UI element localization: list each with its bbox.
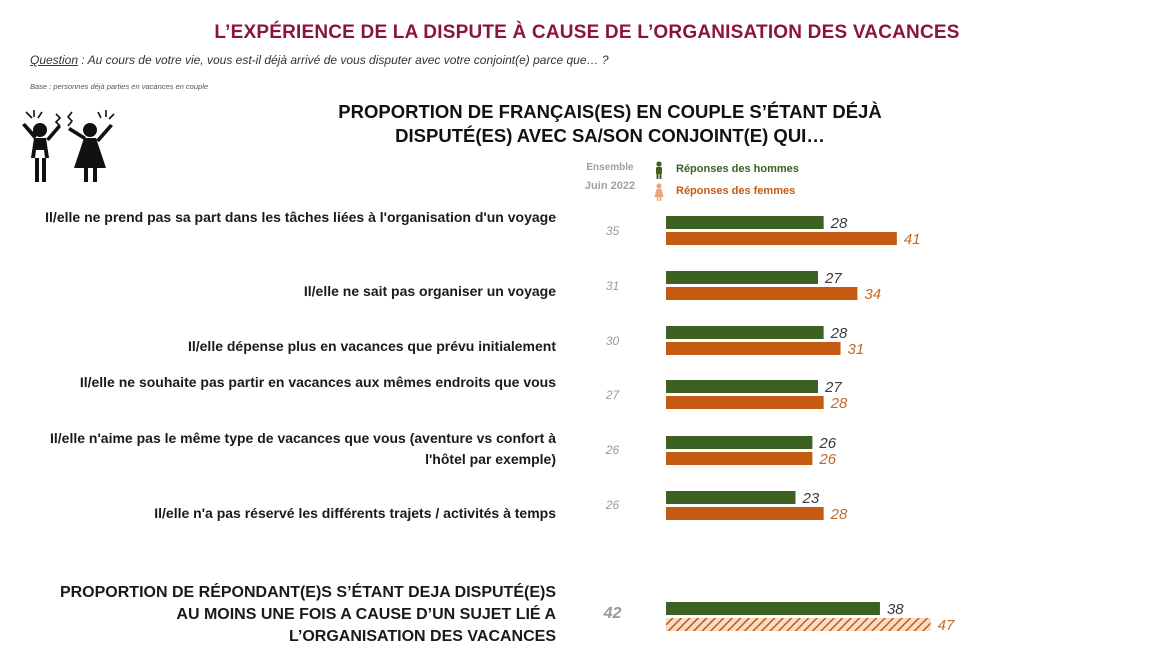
- bar-label-hommes: 27: [824, 379, 842, 396]
- summary-bar-femmes: [666, 618, 931, 631]
- summary-ensemble-value: 42: [603, 605, 622, 622]
- bar-femmes: [666, 452, 813, 465]
- bar-label-femmes: 34: [864, 286, 881, 303]
- category-label: Il/elle ne souhaite pas partir en vacanc…: [79, 374, 556, 390]
- bar-hommes: [666, 216, 824, 229]
- category-label: Il/elle n'a pas réservé les différents t…: [154, 505, 556, 521]
- summary-bar-hommes: [666, 602, 880, 615]
- bar-femmes: [666, 507, 824, 520]
- bar-label-femmes: 41: [904, 231, 921, 248]
- ensemble-date: Juin 2022: [584, 180, 636, 192]
- bar-label-hommes: 28: [830, 325, 848, 342]
- bar-label-femmes: 28: [830, 395, 848, 412]
- bar-hommes: [666, 380, 819, 393]
- ensemble-value: 31: [605, 279, 620, 293]
- bar-femmes: [666, 396, 824, 409]
- question-text: Question : Au cours de votre vie, vous e…: [30, 53, 609, 67]
- chart-title-line-2: DISPUTÉ(ES) AVEC SA/SON CONJOINT(E) QUI…: [395, 125, 825, 146]
- legend-femmes-label: Réponses des femmes: [676, 185, 796, 197]
- bar-label-hommes: 26: [818, 435, 836, 452]
- legend-hommes-label: Réponses des hommes: [676, 163, 799, 175]
- summary-bar-label-hommes: 38: [887, 601, 904, 618]
- ensemble-value: 35: [605, 224, 620, 238]
- chart-title-line-1: PROPORTION DE FRANÇAIS(ES) EN COUPLE S’É…: [338, 101, 882, 122]
- bar-hommes: [666, 491, 796, 504]
- category-label: Il/elle ne prend pas sa part dans les tâ…: [45, 209, 556, 225]
- bar-hommes: [666, 436, 813, 449]
- bar-hommes: [666, 326, 824, 339]
- ensemble-header: Ensemble: [586, 162, 634, 173]
- bar-label-hommes: 23: [801, 490, 819, 507]
- bar-label-femmes: 26: [818, 451, 836, 468]
- base-note: Base : personnes déjà parties en vacance…: [30, 82, 209, 91]
- bar-femmes: [666, 232, 897, 245]
- chart-title: PROPORTION DE FRANÇAIS(ES) EN COUPLE S’É…: [300, 100, 920, 148]
- man-icon: [656, 161, 662, 179]
- category-label: Il/elle dépense plus en vacances que pré…: [187, 338, 556, 354]
- page-title: L’EXPÉRIENCE DE LA DISPUTE À CAUSE DE L’…: [214, 22, 960, 43]
- bar-label-femmes: 31: [848, 341, 865, 358]
- question-body: : Au cours de votre vie, vous est-il déj…: [78, 53, 609, 67]
- category-label: Il/elle ne sait pas organiser un voyage: [303, 283, 556, 299]
- arguing-couple-icon: [22, 110, 115, 182]
- summary-label: PROPORTION DE RÉPONDANT(E)S S’ÉTANT DEJA…: [59, 584, 556, 645]
- bar-label-femmes: 28: [830, 506, 848, 523]
- ensemble-value: 26: [605, 443, 620, 457]
- woman-icon: [654, 183, 664, 201]
- ensemble-value: 26: [605, 498, 620, 512]
- bar-label-hommes: 28: [830, 215, 848, 232]
- bar-femmes: [666, 287, 858, 300]
- bar-femmes: [666, 342, 841, 355]
- bar-hommes: [666, 271, 819, 284]
- bar-label-hommes: 27: [824, 270, 842, 287]
- question-label: Question: [30, 53, 79, 67]
- summary-bar-label-femmes: 47: [938, 617, 955, 634]
- ensemble-value: 27: [605, 388, 620, 402]
- category-label: Il/elle n'aime pas le même type de vacan…: [50, 430, 556, 467]
- ensemble-value: 30: [605, 334, 620, 348]
